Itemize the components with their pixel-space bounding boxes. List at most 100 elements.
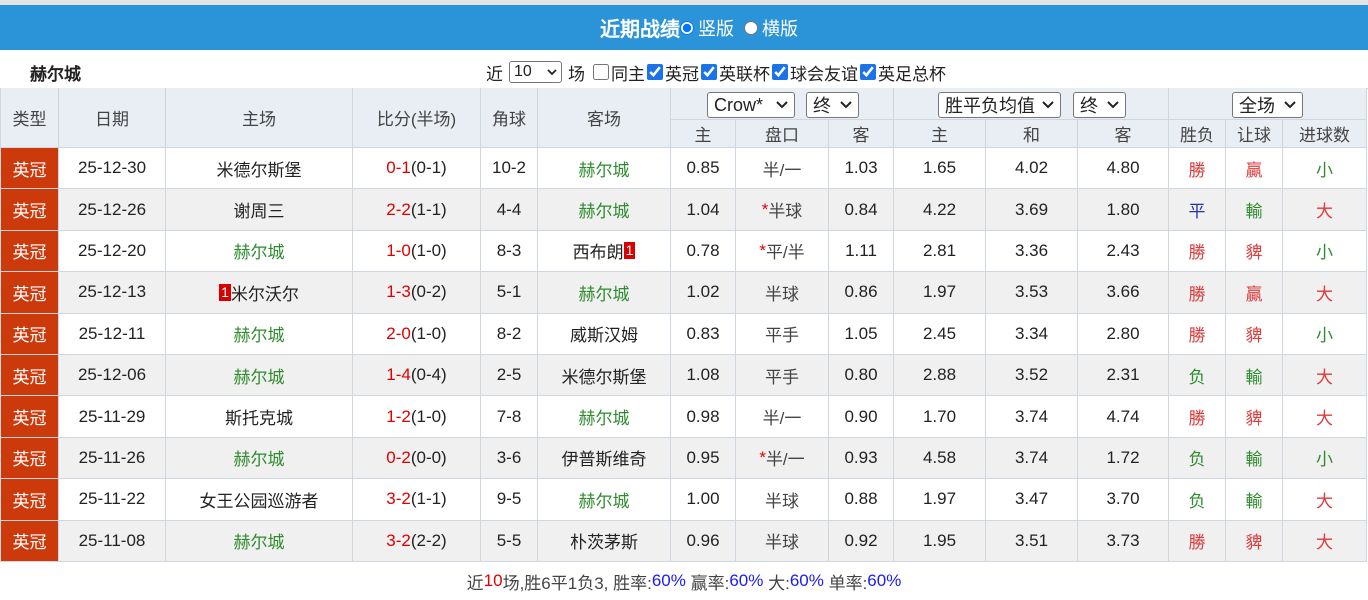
select[interactable]: 终 xyxy=(806,92,859,118)
title-bar: 近期战绩 竖版 横版 xyxy=(0,5,1368,50)
away-team: 赫尔城 xyxy=(578,491,630,511)
match-date-cell: 25-12-20 xyxy=(59,230,166,273)
match-date-cell: 25-12-13 xyxy=(59,272,166,314)
filter-checkbox[interactable] xyxy=(701,64,717,80)
filter-checkbox[interactable] xyxy=(593,64,609,80)
layout-radio[interactable] xyxy=(680,20,694,35)
home-cell: 米德尔斯堡 xyxy=(166,148,353,190)
column-title: 比分(半场) xyxy=(376,110,457,129)
layout-radio[interactable] xyxy=(744,20,758,35)
away-team: 伊普斯维奇 xyxy=(561,450,647,470)
filter-checkbox[interactable] xyxy=(772,64,788,80)
handicap-cell: * 平/半 xyxy=(736,230,829,273)
draw-odds: 3.69 xyxy=(1014,199,1049,219)
away-cell: 赫尔城 xyxy=(538,479,671,521)
handicap-home-odds-cell: 0.96 xyxy=(671,520,736,562)
corners-cell: 7-8 xyxy=(481,396,538,438)
goals-result: 大 xyxy=(1316,409,1333,429)
score-cell: 1-0 (1-0) xyxy=(353,230,481,273)
goals-result: 小 xyxy=(1316,450,1333,470)
corners: 10-2 xyxy=(491,158,527,178)
away-team: 米德尔斯堡 xyxy=(561,367,647,387)
goals-result: 小 xyxy=(1316,243,1333,263)
score: 3-2 xyxy=(386,530,411,550)
title: 近期战绩 xyxy=(600,19,680,41)
match-type-cell: 英冠 xyxy=(1,148,59,190)
filter-label: 同主 xyxy=(611,64,645,84)
home-odds-cell: 4.22 xyxy=(894,189,986,231)
away-cell: 西布朗 1 xyxy=(538,230,671,273)
result-result-cell: 勝 xyxy=(1169,396,1226,438)
score-cell: 2-2 (1-1) xyxy=(353,189,481,231)
draw-odds-cell: 3.52 xyxy=(986,355,1078,397)
half-score: (0-4) xyxy=(410,365,447,385)
home-cell: 斯托克城 xyxy=(166,396,353,438)
match-type-cell: 英冠 xyxy=(1,272,59,314)
away-team: 赫尔城 xyxy=(578,284,630,304)
home-team: 赫尔城 xyxy=(233,367,285,387)
filter-checkbox[interactable] xyxy=(647,64,663,80)
draw-odds-cell: 3.53 xyxy=(986,272,1078,314)
handicap-cell: 半球 xyxy=(736,479,829,521)
corners-cell: 5-1 xyxy=(481,272,538,314)
match-date: 25-12-26 xyxy=(77,199,147,219)
draw-odds: 3.34 xyxy=(1014,323,1049,343)
handicap-cell: 平手 xyxy=(736,355,829,397)
handicap-home-odds-cell: 1.02 xyxy=(671,272,736,314)
filter-checkbox[interactable] xyxy=(860,64,876,80)
handicap-home-odds-cell: 0.78 xyxy=(671,230,736,273)
draw-odds: 3.51 xyxy=(1014,530,1049,550)
cover-result: 輸 xyxy=(1245,367,1263,387)
match-date-cell: 25-12-11 xyxy=(59,313,166,355)
goals-result-cell: 大 xyxy=(1283,189,1367,231)
handicap-home-odds: 1.02 xyxy=(686,282,720,302)
score-cell: 2-0 (1-0) xyxy=(353,313,481,355)
count-select[interactable]: 10 xyxy=(509,61,562,83)
handicap-away-odds: 0.90 xyxy=(844,406,878,426)
column-title: 客场 xyxy=(587,110,621,129)
corners-cell: 2-5 xyxy=(481,355,538,397)
score-cell: 3-2 (1-1) xyxy=(353,479,481,521)
select[interactable]: 全场 xyxy=(1232,92,1303,118)
home-odds: 2.88 xyxy=(922,365,957,385)
match-date-cell: 25-12-30 xyxy=(59,148,166,190)
handicap-cell: 平手 xyxy=(736,313,829,355)
away-odds-cell: 1.80 xyxy=(1078,189,1169,231)
chevron xyxy=(1042,101,1054,109)
home-odds-cell: 1.95 xyxy=(894,520,986,562)
cover-result: 貏 xyxy=(1245,533,1263,553)
home-odds-cell: 2.45 xyxy=(894,313,986,355)
home-odds: 2.81 xyxy=(922,240,957,260)
handicap-cell: 半球 xyxy=(736,272,829,314)
match-type-cell: 英冠 xyxy=(1,355,59,397)
select[interactable]: Crow* xyxy=(707,92,795,118)
home-team: 赫尔城 xyxy=(233,533,285,553)
half-score: (1-0) xyxy=(410,240,447,260)
handicap-star: * xyxy=(759,447,766,467)
column-header: 角球 xyxy=(481,88,538,148)
match-date: 25-12-30 xyxy=(77,158,147,178)
handicap-away-odds-cell: 0.86 xyxy=(829,272,894,314)
result-result-cell: 勝 xyxy=(1169,230,1226,273)
cover-result: 贏 xyxy=(1245,160,1263,180)
away-odds-cell: 1.72 xyxy=(1078,437,1169,480)
filter-option: 英联杯 xyxy=(701,60,770,85)
filter-label: 球会友谊 xyxy=(790,64,858,84)
corners-cell: 9-5 xyxy=(481,479,538,521)
result-result-cell: 勝 xyxy=(1169,148,1226,190)
summary-part: 60% xyxy=(789,571,824,590)
select[interactable]: 胜平负均值 xyxy=(938,92,1061,118)
select[interactable]: 终 xyxy=(1073,92,1126,118)
goals-result-cell: 小 xyxy=(1283,437,1367,480)
half-score: (1-1) xyxy=(410,199,447,219)
filter-games: 场 xyxy=(568,64,585,84)
handicap-cell: 半球 xyxy=(736,520,829,562)
corners-cell: 8-3 xyxy=(481,230,538,273)
match-date-cell: 25-11-26 xyxy=(59,437,166,480)
half-score: (2-2) xyxy=(410,530,447,550)
handicap: 平/半 xyxy=(765,243,805,263)
away-team: 威斯汉姆 xyxy=(570,326,638,346)
handicap-away-odds: 0.80 xyxy=(844,365,878,385)
match-type: 英冠 xyxy=(12,160,47,180)
score: 1-4 xyxy=(386,365,411,385)
